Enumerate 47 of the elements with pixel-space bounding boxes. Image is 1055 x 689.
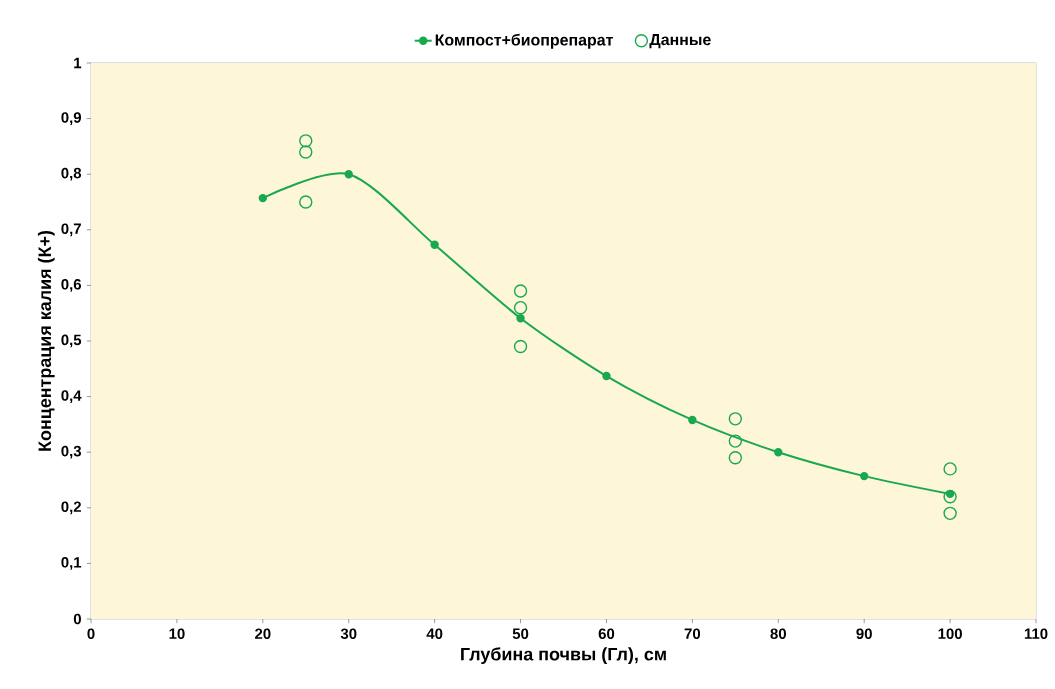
point (513, 284, 528, 298)
y-tick-label: 0,7 (61, 223, 81, 237)
x-tick-label: 80 (770, 628, 786, 640)
point (943, 489, 957, 504)
x-tick-label: 30 (340, 628, 357, 640)
point (728, 451, 743, 465)
y-tick-label: 0,2 (61, 501, 81, 515)
point (513, 339, 528, 354)
point (516, 314, 525, 323)
x-tick-label: 110 (1024, 628, 1048, 640)
x-tick-label: 90 (856, 628, 872, 640)
y-tick-label: 0 (73, 613, 81, 625)
x-tick-label: 50 (512, 628, 529, 640)
x-tick-label: 40 (426, 628, 443, 640)
point (943, 462, 957, 476)
y-tick-label: 0,3 (61, 445, 82, 459)
point (344, 170, 353, 179)
point (774, 448, 783, 457)
y-tick-label: 0,5 (61, 334, 82, 348)
y-tick-label: 1 (74, 57, 82, 69)
y-tick-label: 0,1 (61, 557, 82, 570)
point (859, 471, 869, 481)
legend-label: Компост+биопрепарат (435, 33, 613, 49)
point (728, 434, 743, 448)
y-tick-label: 0,9 (61, 112, 82, 125)
x-tick-label: 20 (255, 628, 271, 640)
y-axis-title: Концентрация калия (К+) (37, 230, 55, 451)
x-tick-label: 10 (169, 628, 185, 640)
point (943, 506, 957, 521)
y-tick-label: 0,6 (61, 279, 82, 292)
point (688, 415, 697, 425)
x-tick-label: 0 (87, 628, 95, 640)
x-tick-label: 100 (938, 628, 962, 640)
x-tick-label: 60 (598, 628, 615, 640)
x-axis-title: Глубина почвы (Гл), см (461, 647, 666, 665)
point (513, 300, 528, 315)
point (258, 193, 268, 203)
y-tick-label: 0,4 (61, 390, 82, 403)
point (430, 240, 439, 250)
point (728, 412, 743, 426)
legend-label: Данные (649, 34, 711, 49)
point (299, 145, 313, 159)
point (299, 195, 313, 209)
point (602, 371, 611, 381)
y-tick-label: 0,8 (61, 167, 82, 181)
x-tick-label: 70 (684, 628, 701, 640)
point (299, 134, 313, 148)
